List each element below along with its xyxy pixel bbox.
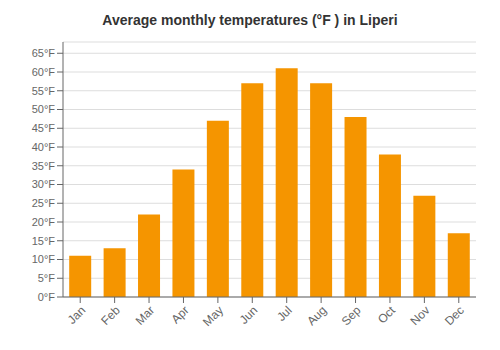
svg-text:Dec: Dec xyxy=(442,303,467,328)
svg-text:Jun: Jun xyxy=(237,303,261,327)
svg-text:Nov: Nov xyxy=(408,303,433,328)
svg-text:45°F: 45°F xyxy=(32,122,56,134)
svg-text:Jul: Jul xyxy=(274,303,295,324)
svg-text:50°F: 50°F xyxy=(32,103,56,115)
svg-text:Apr: Apr xyxy=(168,303,191,326)
svg-text:Mar: Mar xyxy=(133,303,158,328)
svg-text:Feb: Feb xyxy=(98,303,123,328)
svg-text:25°F: 25°F xyxy=(32,197,56,209)
html-text:Average monthly temperatures (: Average monthly temperatures (°F ) in Li… xyxy=(102,12,398,28)
svg-text:30°F: 30°F xyxy=(32,178,56,190)
svg-text:60°F: 60°F xyxy=(32,66,56,78)
svg-text:55°F: 55°F xyxy=(32,85,56,97)
svg-text:Aug: Aug xyxy=(304,303,329,328)
svg-text:Sep: Sep xyxy=(339,303,364,328)
svg-text:20°F: 20°F xyxy=(32,216,56,228)
svg-text:10°F: 10°F xyxy=(32,253,56,265)
svg-text:Oct: Oct xyxy=(375,303,399,327)
svg-text:35°F: 35°F xyxy=(32,160,56,172)
svg-text:Jan: Jan xyxy=(65,303,89,327)
svg-text:65°F: 65°F xyxy=(32,47,56,59)
svg-text:15°F: 15°F xyxy=(32,235,56,247)
svg-text:40°F: 40°F xyxy=(32,141,56,153)
svg-text:May: May xyxy=(200,303,226,329)
svg-text:5°F: 5°F xyxy=(38,272,56,284)
svg-text:0°F: 0°F xyxy=(38,291,56,303)
